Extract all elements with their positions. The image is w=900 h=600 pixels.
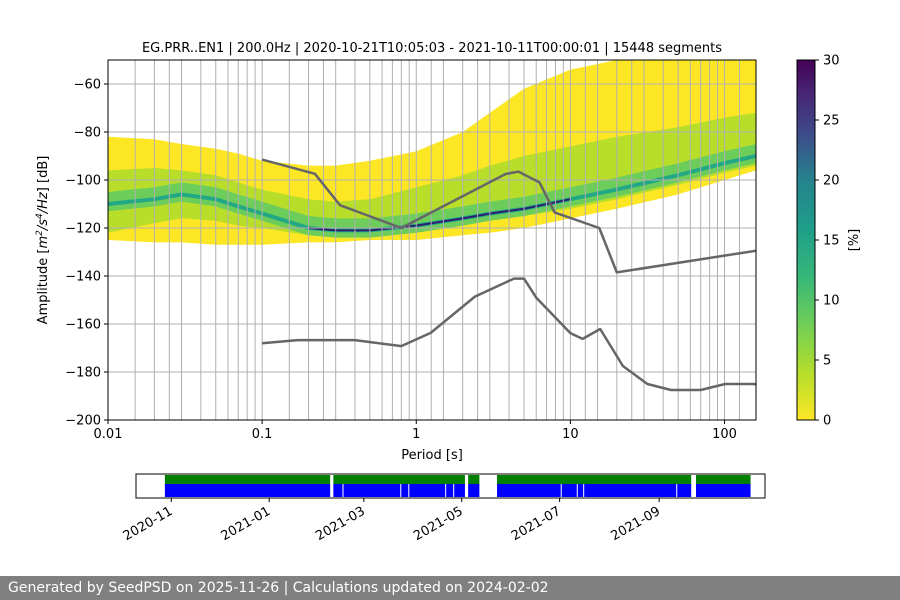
timeline-data-segment [164, 484, 331, 497]
plot-area: 0.01 0.1 1 10 100 −60 −80 −100 −120 −140 −160 −180… [65, 59, 757, 442]
timeline-segments [164, 475, 751, 497]
timeline-processed-segment [468, 475, 480, 484]
colorbar: 0 5 10 15 20 25 30 [%] [796, 54, 862, 429]
timeline-tick-label: 2020-11 [121, 504, 176, 544]
colorbar-tick-label: 30 [823, 54, 840, 69]
chart-title: EG.PRR..EN1 | 200.0Hz | 2020-10-21T10:05… [142, 41, 722, 56]
density-peak-line [308, 198, 571, 232]
x-axis-ticks: 0.01 0.1 1 10 100 [94, 420, 737, 442]
colorbar-ticks: 0 5 10 15 20 25 30 [815, 54, 840, 429]
y-tick-label: −60 [74, 78, 101, 93]
timeline-data-segment [696, 484, 751, 497]
y-axis-ticks: −60 −80 −100 −120 −140 −160 −180 −200 [65, 78, 108, 429]
y-tick-label: −180 [65, 366, 101, 381]
x-tick-label: 0.1 [252, 427, 273, 442]
y-tick-label: −120 [65, 222, 101, 237]
footer-text: Generated by SeedPSD on 2025-11-26 | Cal… [8, 580, 549, 596]
timeline-processed-segment [497, 475, 692, 484]
timeline-data-segment [497, 484, 692, 497]
footer-bar: Generated by SeedPSD on 2025-11-26 | Cal… [0, 576, 900, 600]
timeline-processed-segment [696, 475, 751, 484]
x-tick-label: 0.01 [94, 427, 123, 442]
colorbar-gradient [796, 59, 816, 421]
timeline-tick-label: 2021-05 [411, 504, 466, 544]
psd-figure: EG.PRR..EN1 | 200.0Hz | 2020-10-21T10:05… [35, 41, 862, 544]
y-tick-label: −140 [65, 270, 101, 285]
timeline-tick-label: 2021-07 [509, 504, 564, 544]
y-tick-label: −160 [65, 318, 101, 333]
colorbar-tick-label: 10 [823, 294, 840, 309]
probability-density [108, 60, 756, 245]
timeline-processed-segment [333, 475, 465, 484]
grid-lines [108, 60, 756, 420]
colorbar-label: [%] [847, 229, 862, 252]
plot-frame [107, 59, 757, 421]
colorbar-tick-label: 15 [823, 234, 840, 249]
x-tick-label: 1 [412, 427, 420, 442]
x-tick-label: 100 [712, 427, 737, 442]
timeline-data-segment [333, 484, 465, 497]
timeline-data-segment [468, 484, 480, 497]
timeline-tick-label: 2021-09 [609, 504, 664, 544]
timeline-processed-segment [164, 475, 331, 484]
y-tick-label: −80 [74, 126, 101, 141]
colorbar-tick-label: 20 [823, 174, 840, 189]
high-noise-model-line [261, 158, 756, 274]
colorbar-tick-label: 25 [823, 114, 840, 129]
low-noise-model-line [261, 277, 756, 392]
timeline-frame [135, 473, 766, 499]
timeline-tick-label: 2021-03 [313, 504, 368, 544]
timeline-tick-label: 2021-01 [219, 504, 274, 544]
x-tick-label: 10 [562, 427, 579, 442]
x-axis-label: Period [s] [401, 448, 463, 463]
noise-model-lines [261, 158, 756, 392]
y-tick-label: −100 [65, 174, 101, 189]
colorbar-tick-label: 5 [823, 354, 831, 369]
y-axis-label: Amplitude [m2/s4/Hz] [dB] [35, 156, 51, 325]
colorbar-tick-label: 0 [823, 414, 831, 429]
timeline-ticks: 2020-11 2021-01 2021-03 2021-05 2021-07 2021-… [121, 498, 663, 544]
y-tick-label: −200 [65, 414, 101, 429]
coverage-timeline: 2020-11 2021-01 2021-03 2021-05 2021-07 2021-… [121, 473, 766, 544]
